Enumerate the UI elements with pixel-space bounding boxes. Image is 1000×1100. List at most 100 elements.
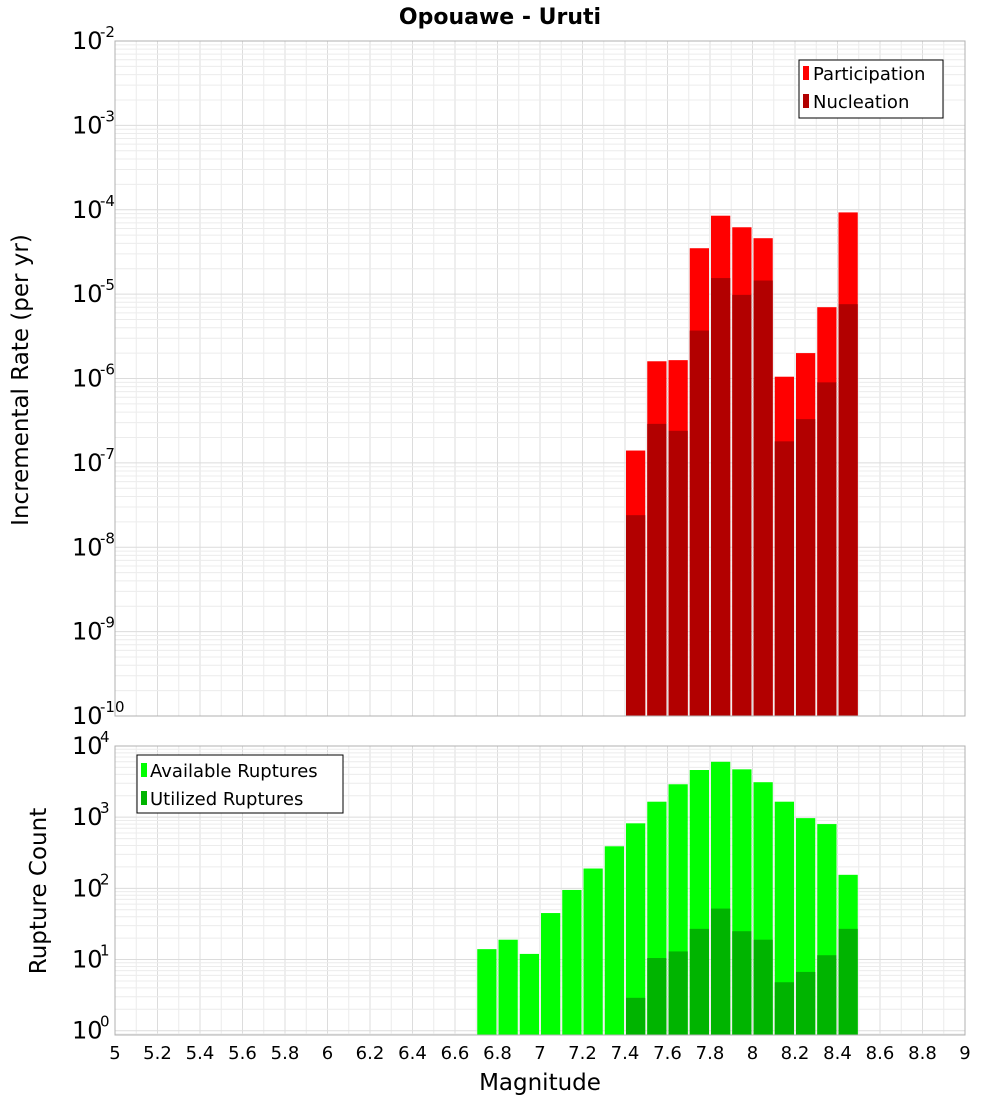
count-y-tick-exponent: 1 [100,942,110,960]
x-tick-label: 5.4 [186,1043,215,1064]
x-tick-label: 6.2 [356,1043,385,1064]
rate-bar-nucleation [711,278,731,716]
rate-bar-nucleation [668,430,688,716]
x-tick-label: 9 [959,1043,970,1064]
count-bar-available-ruptures [541,913,561,1035]
count-bar-utilized-ruptures [817,955,837,1035]
rate-y-tick-base: 10 [72,196,103,224]
rate-bar-nucleation [626,515,646,716]
count-bars [477,761,858,1035]
rate-plot-frame [114,40,966,717]
x-tick-label: 7.2 [568,1043,597,1064]
rate-y-tick-exponent: -3 [100,107,115,125]
available-legend-label: Available Ruptures [150,761,318,782]
x-tick-label: 8.4 [823,1043,852,1064]
participation-legend-swatch [803,66,809,80]
count-legend-box [136,754,344,814]
count-bar-utilized-ruptures [647,958,667,1035]
rate-bar-nucleation [774,441,794,716]
rate-y-tick-base: 10 [72,533,103,561]
count-bar-available-ruptures [498,939,518,1035]
rate-y-tick-base: 10 [72,27,103,55]
rate-y-tick-exponent: -9 [100,614,115,632]
x-tick-label: 8.8 [908,1043,937,1064]
nucleation-legend-swatch [803,94,809,108]
rate-y-tick-base: 10 [72,280,103,308]
utilized-legend-swatch [141,791,147,805]
x-tick-label: 8.2 [781,1043,810,1064]
rate-legend: Participation Nucleation [798,59,944,119]
count-bar-utilized-ruptures [774,982,794,1035]
rate-bar-nucleation [817,382,837,716]
count-y-tick-base: 10 [72,732,103,760]
count-bar-utilized-ruptures [689,928,709,1035]
rate-bar-nucleation [796,419,816,716]
count-bar-utilized-ruptures [838,928,858,1035]
count-bar-available-ruptures [774,801,794,1035]
chart-title: Opouawe - Uruti [399,5,601,30]
x-tick-label: 5.6 [228,1043,257,1064]
count-bar-utilized-ruptures [753,939,773,1035]
rate-y-tick-exponent: -6 [100,361,115,379]
x-tick-label: 6 [322,1043,333,1064]
nucleation-legend-label: Nucleation [813,92,909,113]
participation-legend-label: Participation [813,64,925,85]
x-tick-label: 5.2 [143,1043,172,1064]
count-bar-available-ruptures [477,949,497,1035]
count-bar-utilized-ruptures [668,951,688,1035]
count-y-tick-exponent: 2 [100,870,110,888]
count-bar-available-ruptures [583,868,603,1035]
rate-bar-nucleation [838,304,858,716]
rate-legend-box [798,59,944,119]
rate-y-tick-base: 10 [72,449,103,477]
rate-y-tick-base: 10 [72,618,103,646]
rate-y-tick-exponent: -4 [100,192,115,210]
x-tick-label: 8.6 [866,1043,895,1064]
count-bar-available-ruptures [626,823,646,1035]
x-tick-label: 5 [109,1043,120,1064]
x-tick-label: 7 [534,1043,545,1064]
rate-bar-nucleation [732,294,752,716]
count-y-tick-exponent: 0 [100,1013,110,1031]
rate-y-tick-exponent: -10 [100,698,125,716]
count-plot-frame [114,745,966,1036]
count-y-tick-exponent: 4 [100,728,110,746]
x-axis-label: Magnitude [479,1070,601,1096]
rate-y-tick-exponent: -2 [100,23,115,41]
rate-y-axis-label: Incremental Rate (per yr) [8,234,34,526]
count-bar-available-ruptures [604,846,624,1035]
available-legend-swatch [141,763,147,777]
x-tick-label: 6.4 [398,1043,427,1064]
rate-y-tick-base: 10 [72,702,103,730]
x-tick-labels: 5 5.2 5.4 5.6 5.8 6 6.2 6.4 6.6 6.8 7 7.2 7.4 7.6 7.8 8… [109,1043,970,1064]
rate-y-tick-base: 10 [72,365,103,393]
rate-bar-nucleation [753,280,773,716]
x-tick-label: 7.6 [653,1043,682,1064]
count-y-tick-base: 10 [72,1017,103,1045]
utilized-legend-label: Utilized Ruptures [150,789,303,810]
rate-y-tick-exponent: -5 [100,276,115,294]
x-tick-label: 6.6 [441,1043,470,1064]
x-tick-label: 7.4 [611,1043,640,1064]
rate-y-tick-exponent: -8 [100,529,115,547]
count-y-tick-base: 10 [72,803,103,831]
rate-y-tick-base: 10 [72,111,103,139]
x-tick-label: 7.8 [696,1043,725,1064]
count-y-tick-base: 10 [72,946,103,974]
count-bar-utilized-ruptures [732,931,752,1035]
x-tick-label: 5.8 [271,1043,300,1064]
rate-y-tick-exponent: -7 [100,445,115,463]
count-y-axis-label: Rupture Count [26,808,52,974]
rate-bar-nucleation [647,423,667,716]
count-bar-available-ruptures [519,953,539,1035]
rate-bars [626,212,858,717]
count-y-tick-base: 10 [72,874,103,902]
rate-grid [114,41,966,717]
count-y-tick-exponent: 3 [100,799,110,817]
count-bar-utilized-ruptures [711,908,731,1035]
